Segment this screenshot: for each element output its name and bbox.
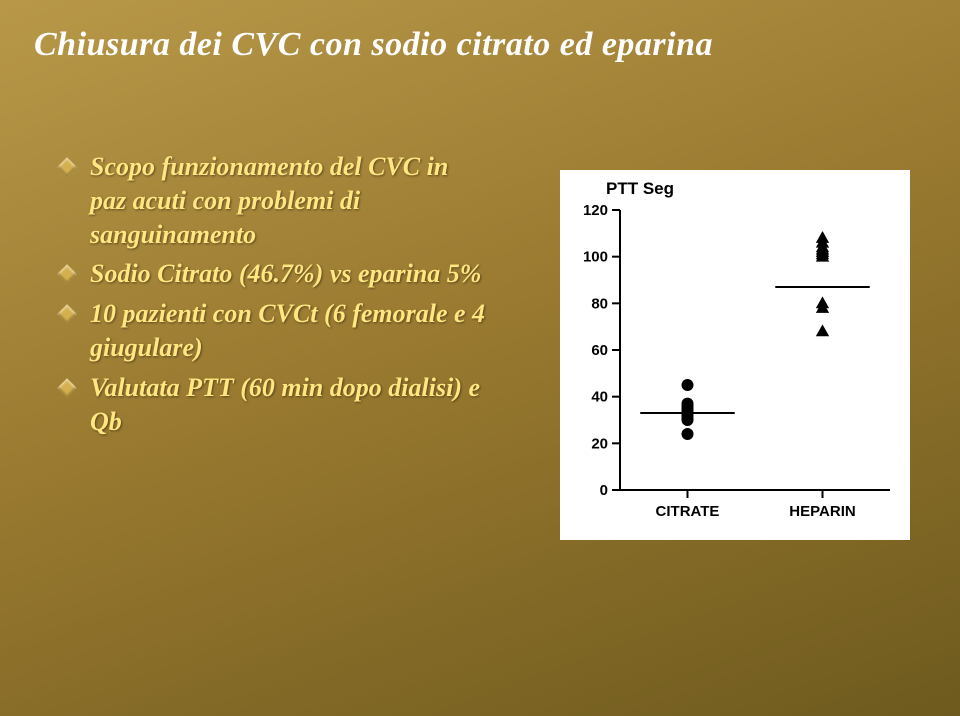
svg-text:80: 80 [591,295,608,312]
bullet-text: Sodio Citrato (46.7%) vs eparina 5% [90,257,481,291]
svg-text:0: 0 [600,482,608,499]
list-item: Sodio Citrato (46.7%) vs eparina 5% [60,257,490,291]
bullet-text: 10 pazienti con CVCt (6 femorale e 4 giu… [90,297,490,365]
svg-text:CITRATE: CITRATE [656,503,720,520]
svg-text:60: 60 [591,342,608,359]
bullet-icon [57,304,77,324]
svg-text:100: 100 [583,249,608,266]
bullet-icon [57,378,77,398]
list-item: Scopo funzionamento del CVC in paz acuti… [60,150,490,251]
bullet-list: Scopo funzionamento del CVC in paz acuti… [60,150,490,444]
svg-text:120: 120 [583,202,608,219]
bullet-text: Scopo funzionamento del CVC in paz acuti… [90,150,490,251]
bullet-text: Valutata PTT (60 min dopo dialisi) e Qb [90,371,490,439]
svg-text:20: 20 [591,435,608,452]
svg-text:HEPARIN: HEPARIN [789,503,855,520]
ptt-scatter-chart: PTT Seg 0 20 40 60 80 100 120 CITRATE HEPARIN [560,170,910,540]
svg-text:PTT Seg: PTT Seg [606,179,674,198]
svg-text:40: 40 [591,389,608,406]
bullet-icon [57,264,77,284]
list-item: 10 pazienti con CVCt (6 femorale e 4 giu… [60,297,490,365]
list-item: Valutata PTT (60 min dopo dialisi) e Qb [60,371,490,439]
bullet-icon [57,157,77,177]
slide-title: Chiusura dei CVC con sodio citrato ed ep… [34,26,926,64]
